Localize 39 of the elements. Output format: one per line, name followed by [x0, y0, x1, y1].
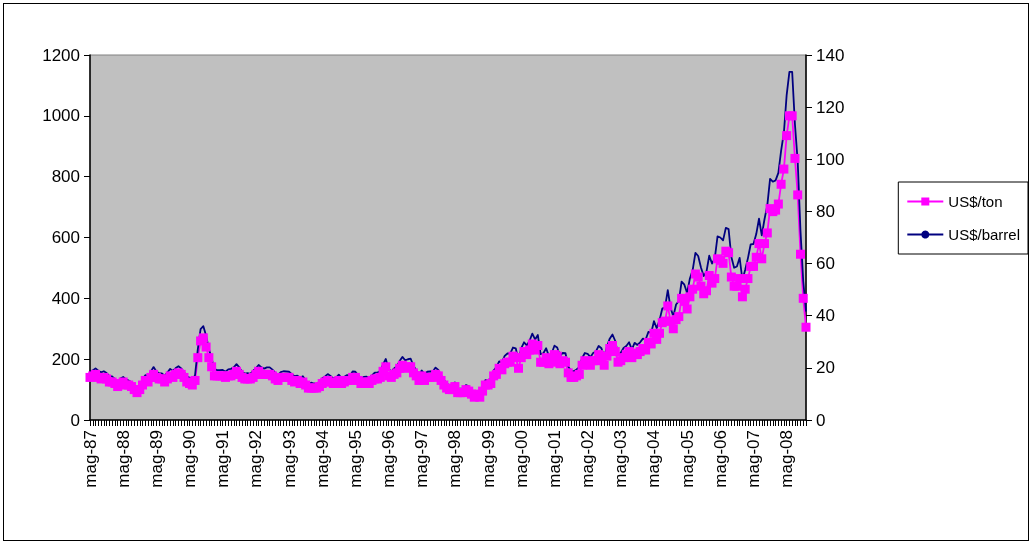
- x-tick-label: mag-99: [478, 430, 498, 488]
- y-tick-label: 600: [51, 228, 80, 247]
- y-tick-label: 400: [51, 288, 80, 308]
- x-tick-label: mag-01: [544, 430, 564, 488]
- x-tick-label: mag-03: [611, 430, 631, 488]
- x-tick-label: mag-91: [213, 430, 233, 488]
- y-tick-label: 200: [51, 349, 80, 369]
- x-tick-label: mag-98: [445, 430, 465, 488]
- x-tick-label: mag-95: [345, 430, 365, 488]
- legend-label: US$/ton: [948, 193, 1003, 210]
- x-tick-label: mag-07: [743, 430, 763, 488]
- y2-tick-label: 60: [816, 254, 835, 274]
- x-tick-label: mag-87: [80, 430, 100, 488]
- x-tick-label: mag-02: [578, 430, 598, 488]
- x-tick-label: mag-94: [312, 430, 332, 488]
- x-tick-label: mag-89: [146, 430, 166, 488]
- x-tick-label: mag-08: [777, 430, 797, 488]
- x-tick-label: mag-06: [710, 430, 730, 488]
- y-tick-label: 1200: [42, 45, 80, 65]
- x-tick-label: mag-00: [511, 430, 531, 488]
- y2-tick-label: 20: [816, 358, 835, 378]
- y2-tick-label: 120: [816, 97, 845, 117]
- y-tick-label: 1000: [42, 106, 80, 126]
- y2-tick-label: 100: [816, 149, 845, 169]
- y2-tick-label: 140: [816, 45, 845, 65]
- y2-tick-label: 0: [816, 410, 826, 430]
- legend-label: US$/barrel: [948, 226, 1021, 243]
- y2-tick-label: 40: [816, 306, 835, 326]
- x-tick-label: mag-92: [246, 430, 266, 488]
- y2-tick-label: 80: [816, 201, 835, 221]
- x-tick-label: mag-04: [644, 430, 664, 488]
- y-tick-label: 800: [51, 167, 80, 187]
- y-tick-label: 0: [70, 410, 80, 430]
- x-tick-label: mag-97: [412, 430, 432, 488]
- x-tick-label: mag-88: [113, 430, 133, 488]
- x-tick-label: mag-05: [677, 430, 697, 488]
- x-tick-label: mag-93: [279, 430, 299, 488]
- x-tick-label: mag-96: [379, 430, 399, 488]
- x-tick-label: mag-90: [180, 430, 200, 488]
